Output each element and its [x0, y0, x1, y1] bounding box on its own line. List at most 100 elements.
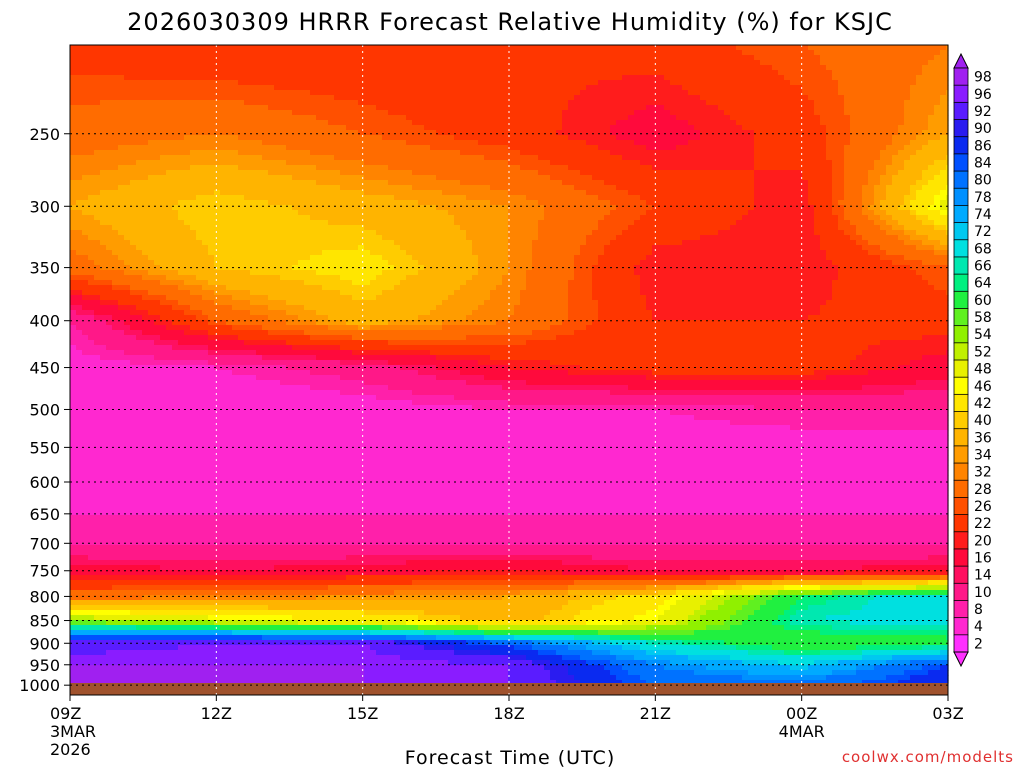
- heatmap-cell: [316, 125, 323, 131]
- heatmap-cell: [622, 85, 629, 91]
- heatmap-cell: [472, 75, 479, 81]
- heatmap-cell: [220, 135, 227, 141]
- heatmap-cell: [868, 175, 875, 181]
- heatmap-cell: [358, 120, 365, 126]
- heatmap-cell: [736, 75, 743, 81]
- heatmap-cell: [316, 105, 323, 111]
- heatmap-cell: [334, 90, 341, 96]
- heatmap-cell: [904, 120, 911, 126]
- heatmap-cell: [448, 170, 455, 176]
- heatmap-cell: [166, 150, 173, 156]
- heatmap-cell: [748, 50, 755, 56]
- heatmap-cell: [742, 105, 749, 111]
- heatmap-cell: [784, 145, 791, 151]
- heatmap-cell: [646, 205, 653, 211]
- heatmap-cell: [820, 140, 827, 146]
- heatmap-cell: [892, 175, 899, 181]
- heatmap-cell: [190, 75, 197, 81]
- heatmap-cell: [370, 165, 377, 171]
- heatmap-cell: [550, 190, 557, 196]
- heatmap-cell: [868, 45, 875, 51]
- heatmap-cell: [502, 65, 509, 71]
- heatmap-cell: [538, 65, 545, 71]
- heatmap-cell: [604, 200, 611, 206]
- heatmap-cell: [490, 95, 497, 101]
- heatmap-cell: [190, 55, 197, 61]
- heatmap-cell: [796, 60, 803, 66]
- heatmap-cell: [814, 45, 821, 51]
- heatmap-cell: [910, 80, 917, 86]
- heatmap-cell: [802, 185, 809, 191]
- heatmap-cell: [496, 85, 503, 91]
- heatmap-cell: [550, 80, 557, 86]
- heatmap-cell: [844, 55, 851, 61]
- heatmap-cell: [298, 155, 305, 161]
- heatmap-cell: [664, 135, 671, 141]
- heatmap-cell: [196, 100, 203, 106]
- heatmap-cell: [196, 195, 203, 201]
- heatmap-cell: [706, 75, 713, 81]
- heatmap-cell: [274, 100, 281, 106]
- heatmap-cell: [550, 120, 557, 126]
- heatmap-cell: [478, 155, 485, 161]
- heatmap-cell: [292, 195, 299, 201]
- heatmap-cell: [238, 160, 245, 166]
- heatmap-cell: [430, 135, 437, 141]
- heatmap-cell: [670, 180, 677, 186]
- heatmap-cell: [190, 60, 197, 66]
- heatmap-cell: [802, 95, 809, 101]
- heatmap-cell: [784, 185, 791, 191]
- heatmap-cell: [280, 70, 287, 76]
- heatmap-cell: [130, 65, 137, 71]
- heatmap-cell: [472, 55, 479, 61]
- heatmap-cell: [658, 210, 665, 216]
- heatmap-cell: [892, 110, 899, 116]
- heatmap-cell: [70, 170, 77, 176]
- heatmap-cell: [226, 55, 233, 61]
- heatmap-cell: [778, 155, 785, 161]
- heatmap-cell: [634, 160, 641, 166]
- heatmap-cell: [220, 155, 227, 161]
- heatmap-cell: [682, 210, 689, 216]
- heatmap-cell: [526, 45, 533, 51]
- heatmap-cell: [802, 125, 809, 131]
- heatmap-cell: [592, 125, 599, 131]
- heatmap-cell: [724, 100, 731, 106]
- heatmap-cell: [304, 150, 311, 156]
- heatmap-cell: [532, 90, 539, 96]
- heatmap-cell: [538, 80, 545, 86]
- heatmap-cell: [454, 110, 461, 116]
- heatmap-cell: [934, 185, 941, 191]
- heatmap-cell: [412, 55, 419, 61]
- heatmap-cell: [790, 135, 797, 141]
- heatmap-cell: [802, 155, 809, 161]
- heatmap-cell: [310, 185, 317, 191]
- heatmap-cell: [274, 65, 281, 71]
- heatmap-cell: [556, 90, 563, 96]
- heatmap-cell: [112, 190, 119, 196]
- heatmap-cell: [670, 150, 677, 156]
- heatmap-cell: [118, 145, 125, 151]
- heatmap-cell: [676, 95, 683, 101]
- heatmap-cell: [370, 180, 377, 186]
- heatmap-cell: [376, 80, 383, 86]
- heatmap-cell: [520, 195, 527, 201]
- heatmap-cell: [220, 85, 227, 91]
- heatmap-cell: [244, 155, 251, 161]
- heatmap-cell: [496, 115, 503, 121]
- heatmap-cell: [856, 205, 863, 211]
- heatmap-cell: [442, 180, 449, 186]
- heatmap-cell: [244, 165, 251, 171]
- heatmap-cell: [328, 200, 335, 206]
- heatmap-cell: [568, 60, 575, 66]
- heatmap-cell: [844, 105, 851, 111]
- heatmap-cell: [178, 65, 185, 71]
- heatmap-cell: [772, 100, 779, 106]
- heatmap-cell: [640, 120, 647, 126]
- heatmap-cell: [754, 210, 761, 216]
- heatmap-cell: [622, 190, 629, 196]
- heatmap-cell: [172, 175, 179, 181]
- heatmap-cell: [388, 100, 395, 106]
- heatmap-cell: [832, 55, 839, 61]
- heatmap-cell: [802, 55, 809, 61]
